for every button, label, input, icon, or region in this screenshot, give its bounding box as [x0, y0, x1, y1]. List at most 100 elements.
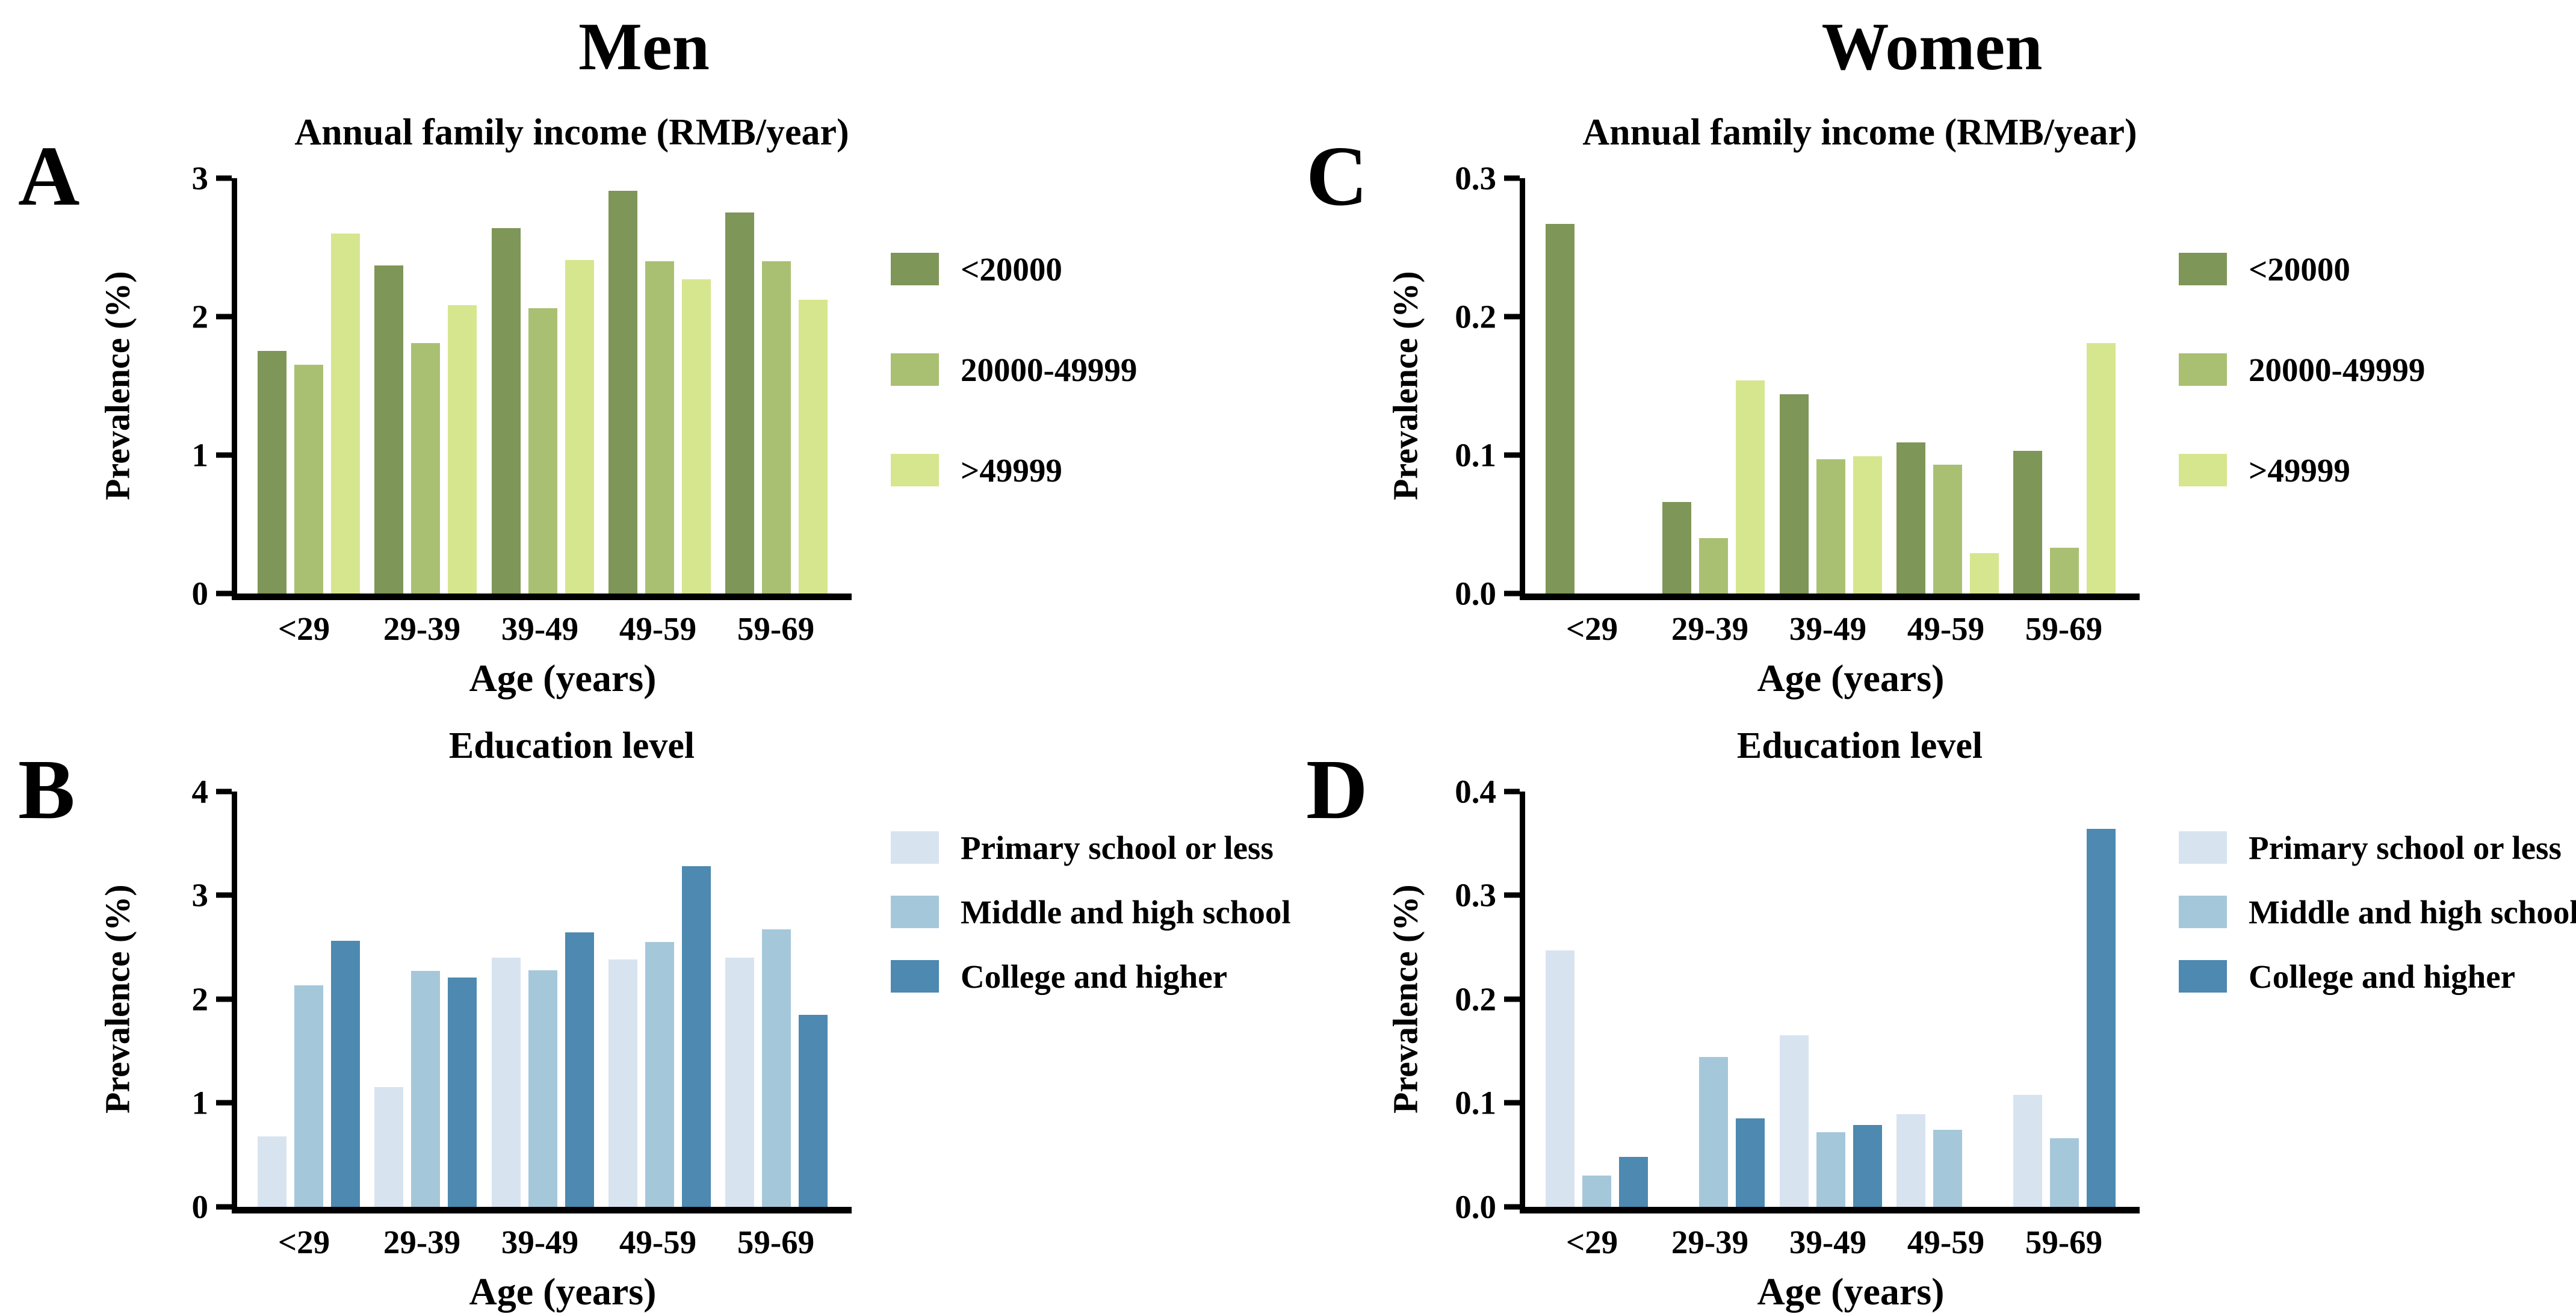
bar-group — [1772, 178, 1889, 593]
y-tick-label: 0.1 — [1455, 436, 1496, 474]
y-tick-mark — [216, 892, 232, 898]
x-tick-label: <29 — [1565, 610, 1618, 647]
y-tick-label: 0.3 — [1455, 876, 1496, 914]
bar-middle-and-high-school — [528, 970, 557, 1207]
legend-item: 20000-49999 — [2179, 351, 2576, 389]
bar-primary-school-or-less — [258, 1136, 287, 1207]
x-tick-label: 59-69 — [2025, 610, 2103, 647]
bar-primary-school-or-less — [2013, 1094, 2042, 1207]
bar-group — [718, 792, 835, 1207]
y-tick-mark — [216, 175, 232, 181]
legend-label: >49999 — [961, 451, 1062, 489]
panel-d-title: Education level — [1736, 725, 1983, 766]
panel-c-x-ticks: <29 29-39 39-49 49-59 59-69 — [1520, 600, 2140, 648]
y-tick-mark — [1504, 892, 1520, 898]
y-tick-mark — [1504, 590, 1520, 597]
bar-20000 — [491, 228, 521, 593]
legend-swatch — [2179, 253, 2227, 286]
panel-a-plot-area: 3 2 1 0 — [192, 161, 852, 610]
bar-20000-49999 — [761, 261, 791, 593]
y-tick-mark — [216, 1100, 232, 1106]
legend-label: Primary school or less — [961, 829, 1274, 866]
y-tick-mark — [1504, 789, 1520, 795]
panel-a-body: Annual family income (RMB/year) Prevalen… — [93, 102, 1288, 701]
bar-middle-and-high-school — [2049, 1138, 2079, 1207]
bar-college-and-higher — [1736, 1118, 1765, 1207]
panel-c-y-axis-title: Prevalence (%) — [1386, 271, 1425, 501]
y-tick-label: 0.2 — [1455, 298, 1496, 335]
panel-c-body: Annual family income (RMB/year) Prevalen… — [1381, 102, 2576, 701]
bar-group — [484, 792, 601, 1207]
legend-swatch — [2179, 454, 2227, 487]
legend-swatch — [891, 353, 939, 386]
bar-college-and-higher — [1619, 1157, 1649, 1207]
panel-c-x-axis-title: Age (years) — [1757, 656, 1945, 699]
bar-49999 — [1736, 380, 1765, 593]
legend-label: 20000-49999 — [2249, 351, 2426, 388]
panel-b-body: Education level Prevalence (%) 4 3 2 1 0 <29… — [93, 715, 1291, 1314]
y-tick-label: 0.2 — [1455, 981, 1496, 1018]
bar-middle-and-high-school — [1582, 1176, 1612, 1207]
bar-group — [601, 178, 718, 593]
panel-d-x-axis-title: Age (years) — [1757, 1269, 1945, 1313]
bar-20000-49999 — [1699, 538, 1729, 593]
panel-b-x-axis-title: Age (years) — [469, 1269, 657, 1313]
legend-item: College and higher — [2179, 958, 2576, 996]
bar-group — [1889, 178, 2006, 593]
panel-a-y-axis-title: Prevalence (%) — [98, 271, 137, 501]
legend-item: Primary school or less — [891, 829, 1288, 867]
y-tick-mark — [1504, 175, 1520, 181]
bar-middle-and-high-school — [1816, 1132, 1845, 1207]
y-tick-mark — [216, 1204, 232, 1210]
panel-b-chart-row: Prevalence (%) 4 3 2 1 0 <29 29-39 39-49 49-59 5… — [93, 775, 1291, 1261]
panel-d-letter: D — [1306, 741, 1368, 837]
x-tick-label: 29-39 — [383, 1223, 461, 1260]
y-tick-label: 0.0 — [1455, 575, 1496, 612]
bar-middle-and-high-school — [645, 941, 674, 1207]
bar-college-and-higher — [2086, 828, 2116, 1207]
legend-swatch — [891, 454, 939, 487]
bar-20000-49999 — [411, 342, 441, 593]
panel-a-letter: A — [18, 128, 80, 223]
x-tick-label: <29 — [277, 610, 330, 647]
y-tick-label: 4 — [191, 773, 209, 810]
bar-49999 — [565, 259, 594, 593]
bar-20000-49999 — [2049, 547, 2079, 593]
bar-20000 — [608, 190, 637, 593]
legend-swatch — [2179, 353, 2227, 386]
panel-d-legend: Primary school or less Middle and high sc… — [2140, 792, 2576, 996]
legend-label: <20000 — [2249, 250, 2350, 288]
bar-middle-and-high-school — [411, 971, 441, 1207]
bar-primary-school-or-less — [608, 959, 637, 1207]
panel-b-letter: B — [18, 741, 75, 837]
bar-group — [1889, 792, 2006, 1207]
bar-group — [1538, 792, 1655, 1207]
bar-49999 — [448, 305, 477, 593]
bar-20000-49999 — [294, 365, 324, 593]
bar-group — [2006, 792, 2123, 1207]
x-tick-label: 29-39 — [1671, 610, 1749, 647]
y-tick-label: 3 — [191, 876, 209, 914]
bar-49999 — [1853, 456, 1882, 593]
x-tick-label: 49-59 — [619, 610, 697, 647]
bar-college-and-higher — [798, 1014, 828, 1207]
legend-label: Primary school or less — [2249, 829, 2562, 866]
bar-49999 — [798, 300, 828, 593]
x-tick-label: 49-59 — [619, 1223, 697, 1260]
y-tick-label: 0.4 — [1455, 773, 1496, 810]
panel-b-y-axis-title: Prevalence (%) — [98, 884, 137, 1114]
y-tick-label: 2 — [191, 981, 209, 1018]
legend-item: >49999 — [2179, 451, 2576, 489]
panel-c-plot: 0.3 0.2 0.1 0.0 <29 29-39 39-49 49-59 59-69 — [1455, 161, 2140, 648]
panel-d: D Education level Prevalence (%) 0.4 0.3 0… — [1288, 715, 2576, 1314]
y-tick-label: 1 — [191, 1084, 209, 1121]
y-tick-mark — [1504, 1204, 1520, 1210]
legend-item: Primary school or less — [2179, 829, 2576, 867]
legend-swatch — [2179, 896, 2227, 929]
x-tick-label: 59-69 — [737, 610, 815, 647]
legend-label: Middle and high school — [961, 893, 1291, 931]
bar-20000 — [1546, 223, 1575, 593]
panel-b-legend: Primary school or less Middle and high sc… — [852, 792, 1291, 996]
bar-college-and-higher — [681, 866, 711, 1207]
legend-label: College and higher — [961, 958, 1228, 995]
